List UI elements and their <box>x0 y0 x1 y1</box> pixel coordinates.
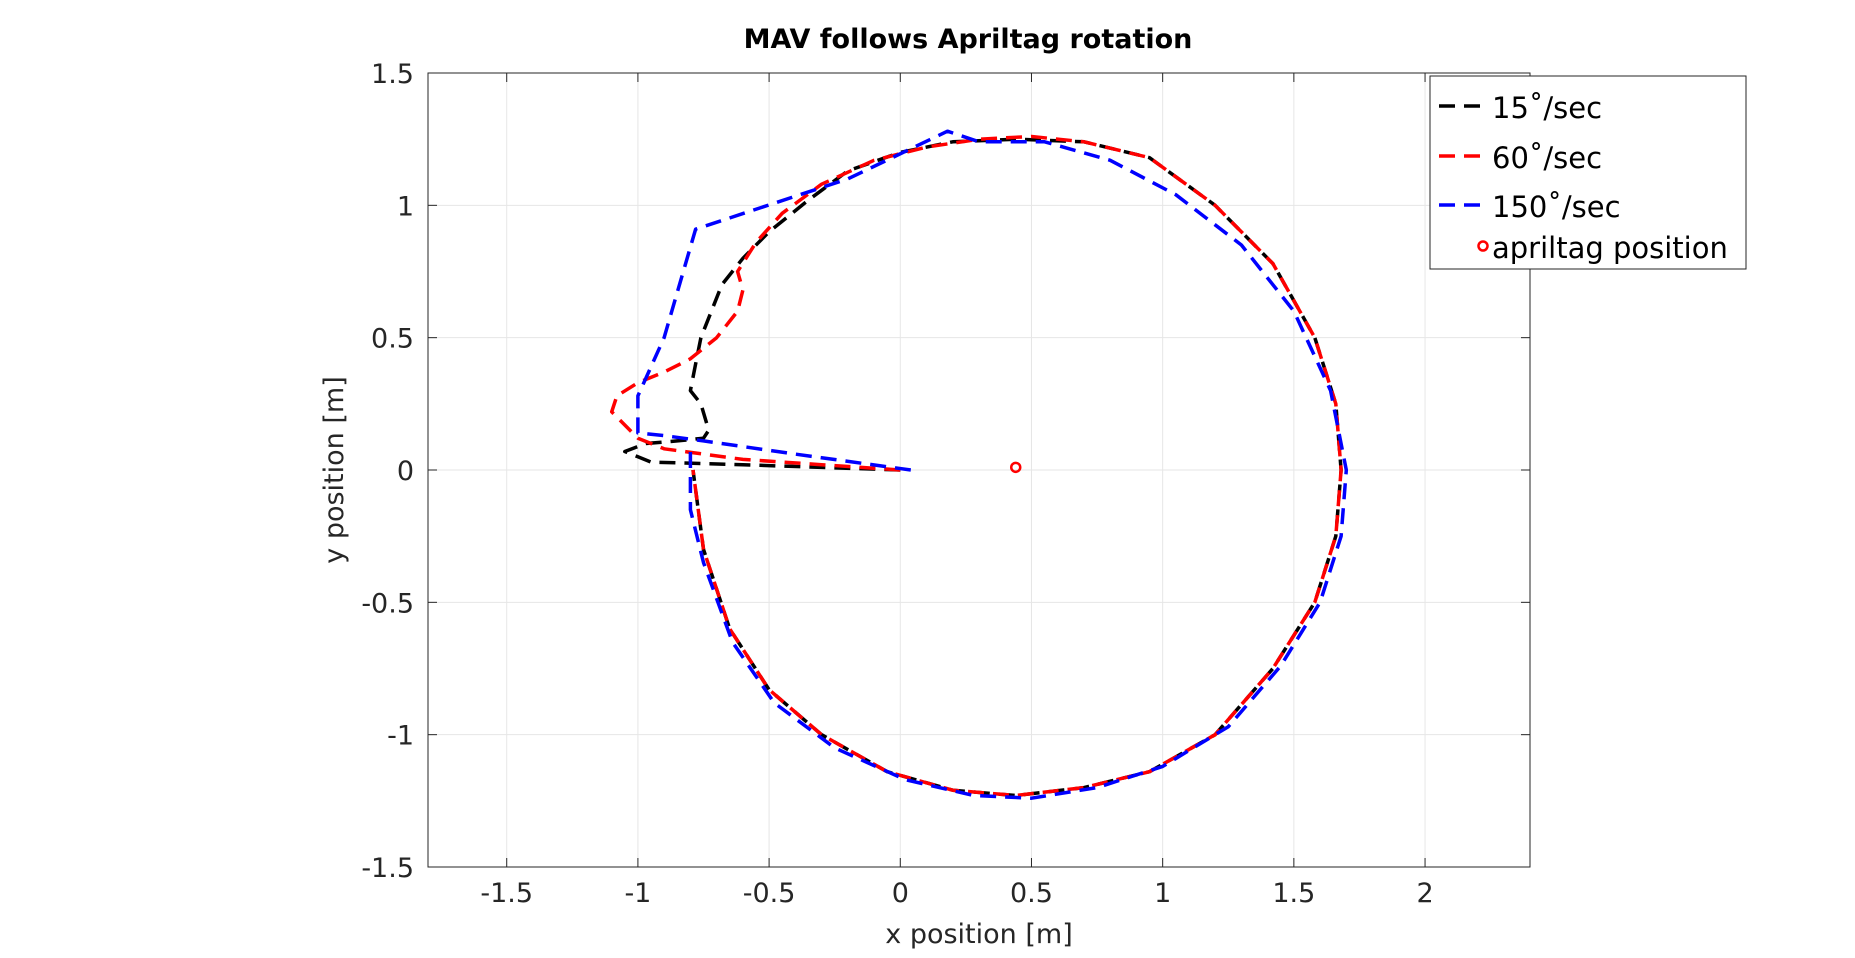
chart-title: MAV follows Apriltag rotation <box>744 24 1193 55</box>
series-layer <box>609 129 1349 800</box>
x-tick-label: -1.5 <box>480 878 533 909</box>
y-tick-label: -0.5 <box>361 588 414 619</box>
x-tick-label: 0 <box>892 878 909 909</box>
legend: 15˚/sec 60˚/sec 150˚/sec apriltag position <box>1429 75 1747 270</box>
x-tick-label: 1 <box>1154 878 1171 909</box>
legend-label-0: 15˚/sec <box>1492 91 1602 125</box>
x-tick-label: 2 <box>1416 878 1433 909</box>
x-tick-label: -0.5 <box>743 878 796 909</box>
legend-label-1: 60˚/sec <box>1492 141 1602 175</box>
x-axis-label: x position [m] <box>885 919 1072 950</box>
marker-layer <box>1009 461 1022 474</box>
x-tick-label: -1 <box>624 878 651 909</box>
x-tick-label: 0.5 <box>1010 878 1053 909</box>
apriltag-marker <box>1009 461 1022 474</box>
legend-swatch-marker <box>1477 240 1489 252</box>
series-line-1 <box>609 134 1343 798</box>
series-line-2 <box>636 129 1349 800</box>
x-tick-label: 1.5 <box>1272 878 1315 909</box>
y-tick-label: -1.5 <box>361 853 414 884</box>
y-axis-label: y position [m] <box>319 376 350 563</box>
legend-label-marker: apriltag position <box>1492 231 1728 265</box>
axis-ticks: -1.5 -1 -0.5 0 0.5 1 1.5 2 -1.5 -1 -0.5 0 0.5 1 1.5 <box>361 59 1530 909</box>
y-tick-label: 0.5 <box>371 324 414 355</box>
y-tick-label: 1 <box>397 191 414 222</box>
grid <box>428 72 1530 868</box>
series-line-0 <box>623 137 1343 798</box>
y-tick-label: -1 <box>387 721 414 752</box>
legend-box <box>1429 75 1747 270</box>
legend-label-2: 150˚/sec <box>1492 190 1621 224</box>
y-tick-label: 1.5 <box>371 59 414 90</box>
y-tick-label: 0 <box>397 456 414 487</box>
